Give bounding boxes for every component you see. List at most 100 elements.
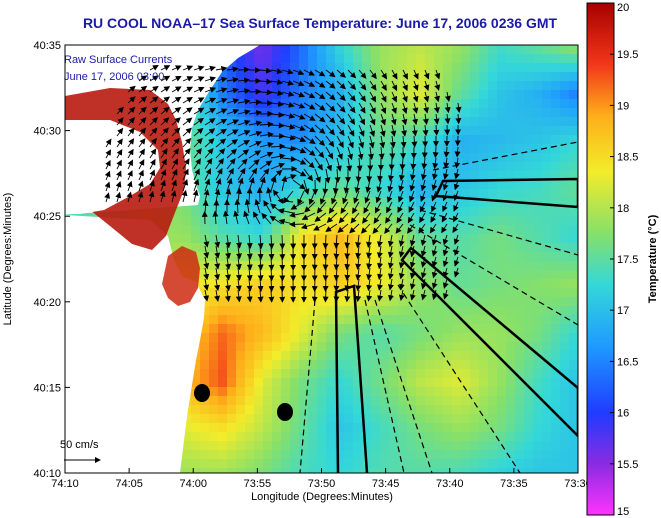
- sst-cell: [542, 54, 552, 64]
- sst-cell: [272, 324, 282, 334]
- current-vector: [226, 66, 239, 73]
- current-vector: [358, 113, 365, 126]
- sst-cell: [245, 198, 255, 208]
- current-vector: [402, 80, 408, 92]
- current-vector: [380, 102, 387, 115]
- sst-cell: [362, 144, 372, 154]
- sst-cell: [470, 171, 480, 181]
- sst-cell: [560, 306, 570, 316]
- sst-cell: [191, 423, 201, 433]
- sst-cell: [569, 369, 578, 379]
- sst-cell: [434, 288, 444, 298]
- sst-cell: [371, 378, 381, 388]
- sst-cell: [488, 297, 498, 307]
- current-vector: [292, 135, 307, 142]
- sst-cell: [389, 81, 399, 91]
- sst-cell: [254, 378, 264, 388]
- sst-cell: [326, 459, 336, 469]
- sst-cell: [551, 468, 561, 473]
- sst-cell: [182, 216, 192, 226]
- sst-cell: [317, 153, 327, 163]
- current-vector: [355, 234, 362, 249]
- sst-cell: [488, 261, 498, 271]
- sst-cell: [227, 423, 237, 433]
- current-vector: [442, 234, 449, 246]
- current-vector: [420, 168, 427, 181]
- sst-cell: [497, 63, 507, 73]
- sst-cell: [434, 144, 444, 154]
- current-vector: [409, 289, 416, 301]
- sst-cell: [263, 315, 273, 325]
- sst-cell: [227, 468, 237, 473]
- sst-cell: [488, 423, 498, 433]
- sst-cell: [335, 81, 345, 91]
- sst-cell: [290, 423, 300, 433]
- sst-cell: [344, 261, 354, 271]
- sst-cell: [533, 369, 543, 379]
- current-vector: [303, 157, 315, 169]
- sst-cell: [218, 162, 228, 172]
- sst-cell: [245, 468, 255, 473]
- current-vector: [214, 245, 221, 259]
- sst-cell: [254, 72, 264, 82]
- sst-cell: [452, 405, 462, 415]
- sst-cell: [542, 441, 552, 451]
- sst-cell: [263, 225, 273, 235]
- sst-cell: [542, 261, 552, 271]
- sst-cell: [452, 63, 462, 73]
- sst-cell: [335, 243, 345, 253]
- current-vector: [452, 223, 459, 234]
- sst-cell: [488, 306, 498, 316]
- current-vector: [203, 234, 210, 248]
- sst-cell: [209, 351, 219, 361]
- current-vector: [331, 190, 338, 205]
- sst-cell: [569, 432, 578, 442]
- sst-cell: [407, 72, 417, 82]
- sector-box-vertical: [334, 284, 369, 473]
- sst-cell: [272, 387, 282, 397]
- sst-cell: [326, 54, 336, 64]
- sst-cell: [425, 288, 435, 298]
- sst-cell: [290, 441, 300, 451]
- sst-cell: [317, 117, 327, 127]
- sst-cell: [560, 369, 570, 379]
- sst-cell: [434, 153, 444, 163]
- sst-cell: [533, 342, 543, 352]
- sst-cell: [470, 306, 480, 316]
- sst-cell: [533, 45, 543, 55]
- sst-cell: [245, 369, 255, 379]
- sst-cell: [218, 387, 228, 397]
- current-vector: [254, 198, 261, 214]
- current-vector: [138, 159, 145, 170]
- sst-cell: [479, 189, 489, 199]
- sst-cell: [326, 108, 336, 118]
- sst-cell: [506, 72, 516, 82]
- sst-cell: [416, 63, 426, 73]
- sst-cell: [569, 198, 578, 208]
- x-tick-label: 73:35: [500, 478, 528, 490]
- current-vector: [266, 187, 272, 203]
- sst-cell: [209, 270, 219, 280]
- sst-cell: [254, 459, 264, 469]
- current-vector: [105, 138, 112, 148]
- sst-cell: [272, 351, 282, 361]
- sst-cell: [218, 306, 228, 316]
- sst-cell: [317, 342, 327, 352]
- sst-cell: [515, 207, 525, 217]
- y-tick-label: 40:30: [33, 126, 61, 138]
- sst-cell: [200, 378, 210, 388]
- sst-cell: [497, 297, 507, 307]
- sst-cell: [389, 45, 399, 55]
- sst-cell: [524, 189, 534, 199]
- sst-cell: [497, 180, 507, 190]
- current-vector: [127, 117, 135, 126]
- sst-cell: [461, 72, 471, 82]
- sst-cell: [479, 378, 489, 388]
- sst-cell: [506, 396, 516, 406]
- sst-cell: [416, 153, 426, 163]
- current-vector: [354, 179, 361, 194]
- sst-cell: [416, 351, 426, 361]
- current-vector: [407, 212, 415, 224]
- sst-cell: [245, 414, 255, 424]
